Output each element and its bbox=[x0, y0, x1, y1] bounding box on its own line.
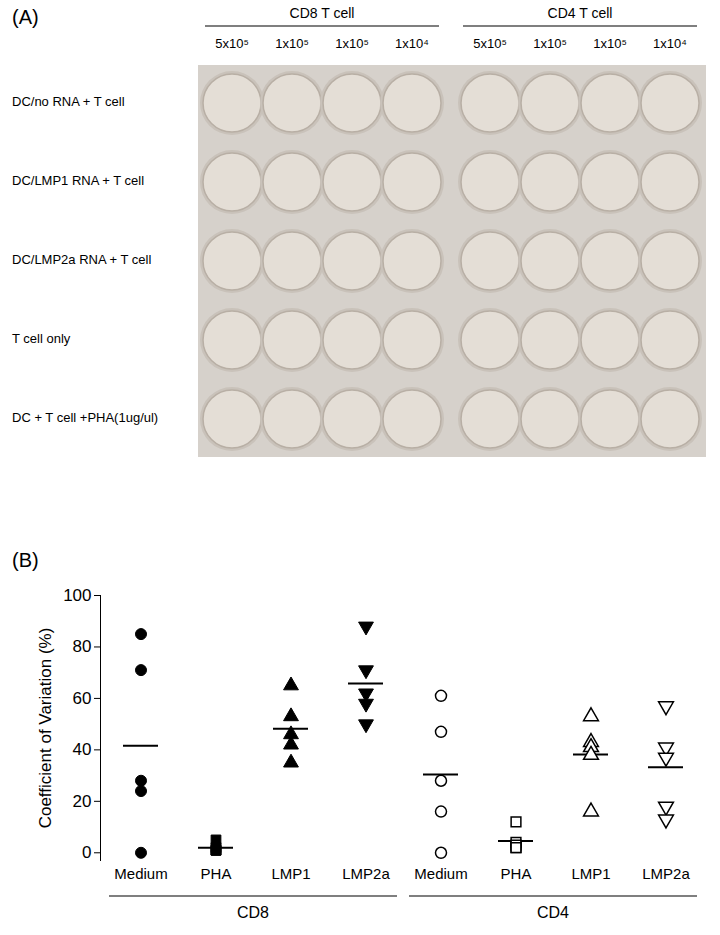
svg-text:PHA: PHA bbox=[501, 865, 532, 882]
svg-text:1x10⁵: 1x10⁵ bbox=[335, 36, 369, 51]
svg-text:DC/LMP2a RNA + T cell: DC/LMP2a RNA + T cell bbox=[12, 252, 151, 267]
svg-text:100: 100 bbox=[63, 586, 91, 605]
svg-text:LMP2a: LMP2a bbox=[342, 865, 390, 882]
svg-text:80: 80 bbox=[73, 637, 92, 656]
svg-text:5x10⁵: 5x10⁵ bbox=[215, 36, 249, 51]
svg-text:CD8 T cell: CD8 T cell bbox=[290, 5, 355, 21]
svg-text:1x10⁵: 1x10⁵ bbox=[533, 36, 567, 51]
svg-text:60: 60 bbox=[73, 689, 92, 708]
svg-text:1x10⁴: 1x10⁴ bbox=[653, 36, 687, 51]
svg-text:DC + T cell +PHA(1ug/ul): DC + T cell +PHA(1ug/ul) bbox=[12, 410, 158, 425]
svg-text:5x10⁵: 5x10⁵ bbox=[473, 36, 507, 51]
svg-text:CD4 T cell: CD4 T cell bbox=[548, 5, 613, 21]
svg-text:20: 20 bbox=[73, 792, 92, 811]
svg-text:T cell only: T cell only bbox=[12, 331, 71, 346]
svg-text:LMP1: LMP1 bbox=[271, 865, 310, 882]
svg-text:CD4: CD4 bbox=[537, 904, 569, 921]
svg-text:Medium: Medium bbox=[114, 865, 167, 882]
svg-text:1x10⁴: 1x10⁴ bbox=[395, 36, 429, 51]
html-text:(B): (B) bbox=[12, 549, 39, 571]
svg-text:0: 0 bbox=[82, 843, 91, 862]
svg-text:LMP1: LMP1 bbox=[571, 865, 610, 882]
svg-text:Medium: Medium bbox=[414, 865, 467, 882]
svg-text:1x10⁵: 1x10⁵ bbox=[593, 36, 627, 51]
svg-text:(A): (A) bbox=[12, 6, 39, 28]
svg-text:CD8: CD8 bbox=[237, 904, 269, 921]
svg-text:DC/no RNA + T cell: DC/no RNA + T cell bbox=[12, 94, 125, 109]
svg-text:Coefficient of Variation (%): Coefficient of Variation (%) bbox=[36, 628, 55, 829]
svg-text:DC/LMP1 RNA + T cell: DC/LMP1 RNA + T cell bbox=[12, 173, 144, 188]
svg-text:LMP2a: LMP2a bbox=[642, 865, 690, 882]
svg-text:1x10⁵: 1x10⁵ bbox=[275, 36, 309, 51]
svg-text:40: 40 bbox=[73, 740, 92, 759]
svg-text:PHA: PHA bbox=[201, 865, 232, 882]
